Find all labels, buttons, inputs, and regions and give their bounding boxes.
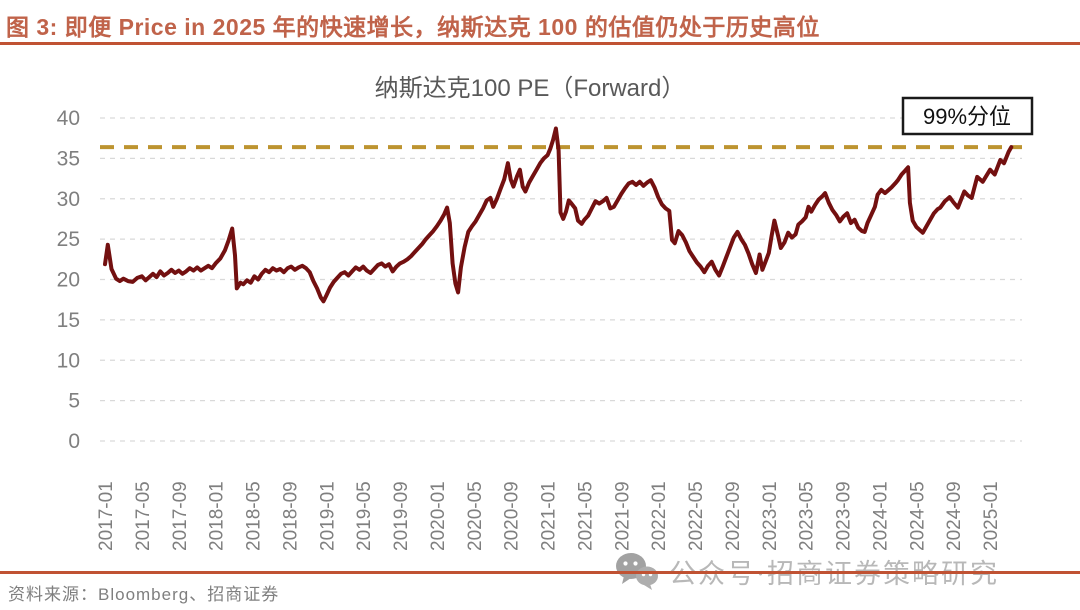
y-tick-label: 10: [57, 349, 80, 372]
y-tick-label: 25: [57, 228, 80, 251]
y-tick-label: 20: [57, 269, 80, 292]
x-tick-label: 2017-09: [170, 481, 191, 551]
x-tick-label: 2019-09: [391, 481, 412, 551]
x-tick-label: 2020-05: [465, 481, 486, 551]
x-tick-label: 2025-01: [981, 481, 1002, 551]
x-tick-label: 2023-01: [760, 481, 781, 551]
y-tick-label: 35: [57, 147, 80, 170]
figure-title: 图 3: 即便 Price in 2025 年的快速增长，纳斯达克 100 的估…: [6, 14, 820, 40]
x-tick-label: 2020-09: [502, 481, 523, 551]
x-tick-label: 2022-09: [723, 481, 744, 551]
x-tick-label: 2023-09: [834, 481, 855, 551]
footer-rule: [0, 571, 1080, 574]
x-tick-label: 2017-05: [133, 481, 154, 551]
y-tick-label: 30: [57, 188, 80, 211]
x-tick-label: 2021-05: [575, 481, 596, 551]
x-tick-label: 2024-09: [944, 481, 965, 551]
x-tick-label: 2019-05: [354, 481, 375, 551]
x-tick-label: 2022-01: [649, 481, 670, 551]
x-tick-label: 2022-05: [686, 481, 707, 551]
x-tick-label: 2021-01: [539, 481, 560, 551]
y-tick-label: 5: [68, 390, 80, 413]
x-tick-label: 2024-05: [907, 481, 928, 551]
threshold-label: 99%分位: [923, 104, 1011, 129]
x-tick-label: 2017-01: [96, 481, 117, 551]
pe-forward-line: [103, 126, 1014, 304]
x-tick-label: 2023-05: [797, 481, 818, 551]
title-underline: [0, 42, 1080, 45]
y-tick-label: 15: [57, 309, 80, 332]
x-tick-label: 2019-01: [317, 481, 338, 551]
x-tick-label: 2021-09: [612, 481, 633, 551]
x-tick-label: 2018-01: [207, 481, 228, 551]
y-tick-label: 0: [68, 430, 80, 453]
source-text: 资料来源：Bloomberg、招商证券: [8, 585, 280, 604]
y-tick-label: 40: [57, 107, 80, 130]
chart-title: 纳斯达克100 PE（Forward）: [375, 75, 686, 102]
x-tick-label: 2024-01: [870, 481, 891, 551]
x-tick-label: 2018-05: [244, 481, 265, 551]
threshold-label-box: [901, 96, 1034, 136]
x-tick-label: 2018-09: [280, 481, 301, 551]
x-tick-label: 2020-01: [428, 481, 449, 551]
